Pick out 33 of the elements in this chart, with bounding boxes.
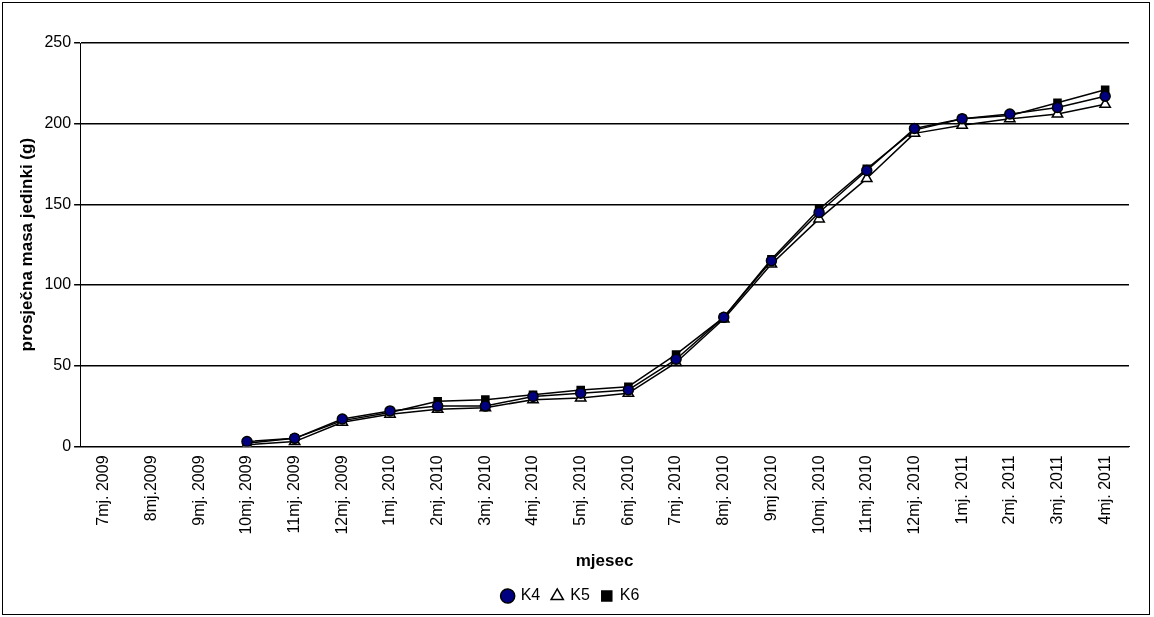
legend-label: K4 [520,586,541,604]
x-tick-label: 2mj. 2010 [428,455,446,526]
y-tick-label: 200 [44,114,72,132]
y-tick-label: 100 [44,275,72,293]
x-tick-label: 9mj. 2009 [189,455,207,526]
x-tick-label: 10mj. 2009 [237,455,255,535]
y-axis-title: prosječna masa jedinki (g) [16,137,36,352]
x-tick-label: 1mj. 2010 [380,455,398,526]
x-tick-label: 3mj. 2011 [1047,455,1065,525]
x-tick-label: 12mj. 2010 [904,455,922,535]
y-tick-label: 50 [53,356,72,374]
x-tick-label: 6mj. 2010 [618,455,636,526]
x-tick-label: 4mj. 2010 [523,455,541,526]
x-tick-label: 8mj. 2010 [714,455,732,526]
x-tick-label: 11mj. 2009 [285,455,303,534]
x-tick-label: 12mj. 2009 [332,455,350,535]
legend-label: K6 [619,586,640,604]
legend-label: K5 [570,586,590,604]
x-tick-label: 11mj. 2010 [857,455,875,534]
x-tick-label: 7mj. 2010 [666,455,684,526]
x-tick-label: 8mj.2009 [142,455,160,522]
x-tick-label: 9mj 2010 [761,455,779,522]
y-tick-label: 150 [44,194,72,212]
y-tick-label: 250 [44,33,72,51]
y-tick-label: 0 [62,436,72,454]
x-tick-label: 10mj. 2010 [809,455,827,535]
x-axis-title: mjesec [575,551,634,571]
x-tick-label: 4mj. 2011 [1095,455,1113,525]
x-tick-label: 1mj. 2011 [952,455,970,525]
x-tick-label: 5mj. 2010 [571,455,589,526]
x-tick-label: 2mj. 2011 [1000,455,1018,525]
x-tick-label: 7mj. 2009 [94,455,112,526]
x-tick-label: 3mj. 2010 [475,455,493,526]
